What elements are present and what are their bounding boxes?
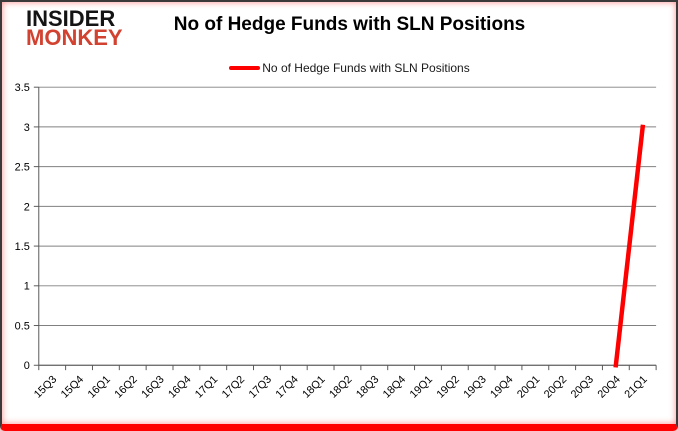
legend-line-swatch bbox=[229, 66, 261, 70]
y-tick-label: 1.5 bbox=[15, 241, 30, 253]
y-tick-label: 0.5 bbox=[15, 321, 30, 333]
x-tick-label: 17Q2 bbox=[220, 374, 247, 401]
y-tick-label: 2 bbox=[24, 201, 30, 213]
x-tick-label: 16Q2 bbox=[112, 374, 139, 401]
x-tick-label: 18Q2 bbox=[327, 374, 354, 401]
x-tick-label: 19Q1 bbox=[408, 374, 435, 401]
x-tick-label: 20Q2 bbox=[542, 374, 569, 401]
x-tick-label: 16Q4 bbox=[166, 374, 193, 401]
logo-line2: MONKEY bbox=[26, 25, 123, 50]
x-tick-label: 20Q1 bbox=[515, 374, 542, 401]
x-tick-label: 19Q2 bbox=[434, 374, 461, 401]
x-tick-label: 16Q1 bbox=[86, 374, 113, 401]
insider-monkey-logo: INSIDER MONKEY bbox=[26, 6, 123, 50]
x-tick-label: 18Q1 bbox=[300, 374, 327, 401]
x-tick-label: 15Q3 bbox=[32, 374, 59, 401]
logo-line1: INSIDER bbox=[26, 6, 116, 31]
y-tick-label: 2.5 bbox=[15, 162, 30, 174]
x-tick-label: 19Q4 bbox=[488, 374, 515, 401]
plot-area: 0 0.5 1 1.5 2 2.5 3 3.5 15Q3 15Q4 16Q1 16Q2 16Q3 16Q4… bbox=[15, 82, 657, 401]
x-tick-label: 20Q3 bbox=[569, 374, 596, 401]
x-tick-label: 18Q4 bbox=[381, 374, 408, 401]
x-tick-label: 17Q4 bbox=[273, 374, 300, 401]
legend: No of Hedge Funds with SLN Positions bbox=[39, 61, 660, 75]
series-line bbox=[613, 124, 646, 368]
x-tick-label: 16Q3 bbox=[139, 374, 166, 401]
legend-label: No of Hedge Funds with SLN Positions bbox=[262, 61, 470, 75]
y-tick-label: 3 bbox=[24, 122, 30, 134]
x-tick-label: 20Q4 bbox=[596, 374, 623, 401]
chart-title: No of Hedge Funds with SLN Positions bbox=[173, 14, 526, 35]
y-tick-label: 1 bbox=[24, 281, 30, 293]
x-tick-label: 19Q3 bbox=[461, 374, 488, 401]
y-tick-label: 3.5 bbox=[15, 82, 30, 94]
x-tick-label: 17Q3 bbox=[247, 374, 274, 401]
x-tick-label: 21Q1 bbox=[622, 374, 649, 401]
x-tick-label: 18Q3 bbox=[354, 374, 381, 401]
x-tick-label: 17Q1 bbox=[193, 374, 220, 401]
x-tick-label: 15Q4 bbox=[59, 374, 86, 401]
y-tick-label: 0 bbox=[24, 360, 30, 372]
